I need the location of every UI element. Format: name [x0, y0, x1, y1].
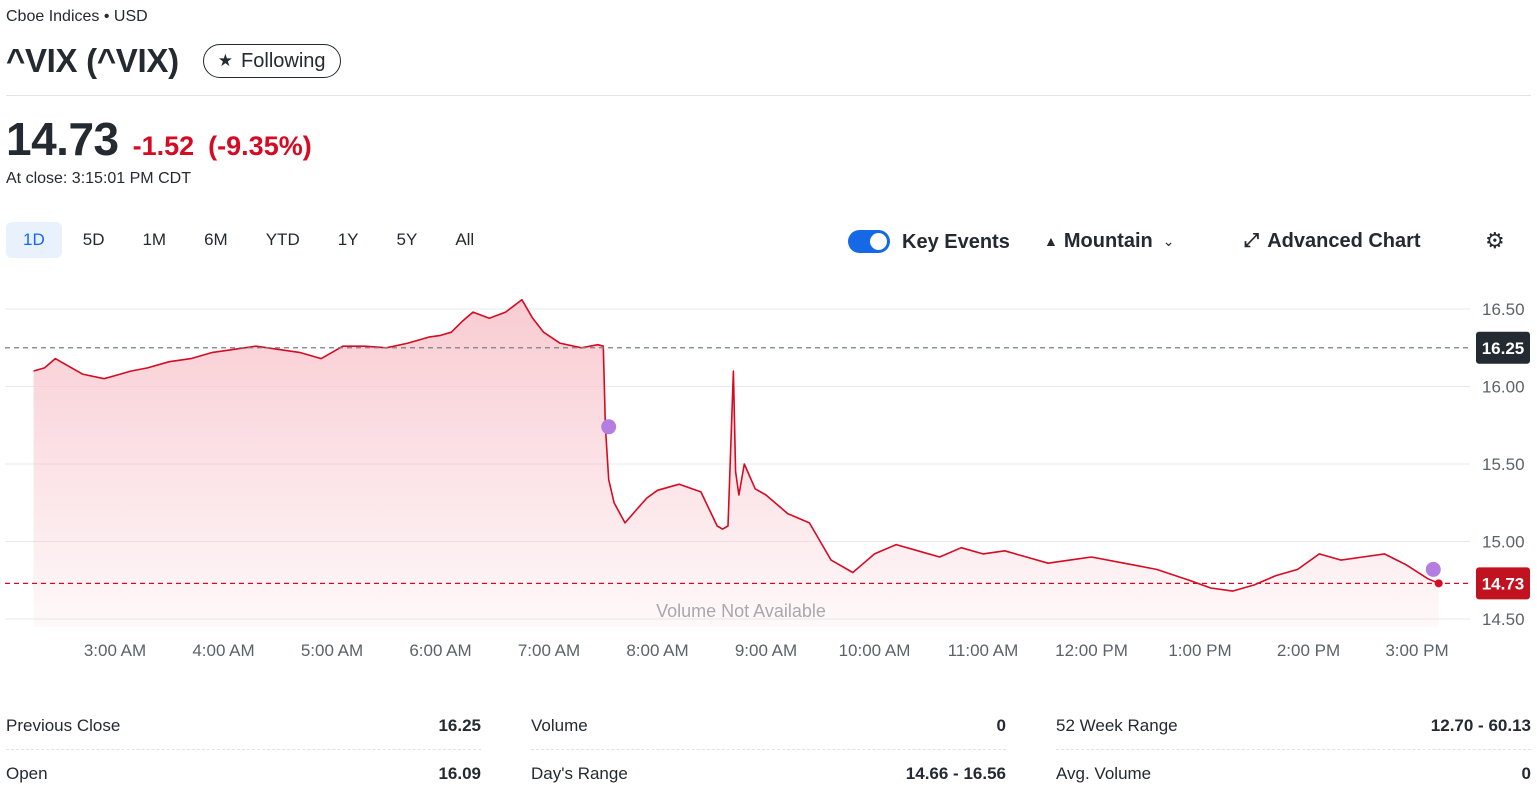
stat-label: Day's Range — [531, 764, 628, 783]
header-divider — [6, 95, 1531, 96]
gear-icon[interactable]: ⚙ — [1485, 228, 1505, 253]
x-tick-label: 2:00 PM — [1277, 641, 1340, 660]
previous-close-badge-label: 16.25 — [1482, 339, 1525, 358]
range-1y[interactable]: 1Y — [337, 230, 359, 249]
range-1d[interactable]: 1D — [6, 222, 62, 258]
stat-label: Avg. Volume — [1056, 764, 1152, 783]
x-tick-label: 10:00 AM — [839, 641, 911, 660]
range-all[interactable]: All — [455, 230, 475, 249]
range-6m[interactable]: 6M — [204, 230, 228, 249]
star-icon: ★ — [217, 51, 234, 70]
following-label: Following — [241, 49, 326, 72]
title-row: ^VIX (^VIX) ★ Following — [6, 42, 341, 80]
quote-row: 14.73 -1.52 (-9.35%) — [6, 112, 312, 166]
stat-52-week-range: 52 Week Range 12.70 - 60.13 — [1056, 702, 1531, 750]
stat-label: Open — [6, 764, 48, 783]
key-events-toggle[interactable] — [848, 230, 890, 253]
stat-volume: Volume 0 — [531, 702, 1006, 750]
expand-arrows-icon: ⤢ — [1244, 230, 1260, 251]
x-tick-label: 6:00 AM — [409, 641, 471, 660]
x-tick-label: 8:00 AM — [626, 641, 688, 660]
y-tick-label: 15.50 — [1482, 455, 1525, 474]
stat-label: 52 Week Range — [1056, 715, 1178, 735]
key-events-label: Key Events — [902, 231, 1010, 253]
x-tick-label: 4:00 AM — [192, 641, 254, 660]
price-area-fill — [33, 299, 1439, 627]
x-tick-label: 7:00 AM — [518, 641, 580, 660]
toggle-knob — [870, 233, 887, 250]
price-change-percent: (-9.35%) — [208, 131, 312, 161]
chevron-down-icon: ⌄ — [1162, 232, 1175, 249]
range-ytd[interactable]: YTD — [265, 230, 300, 249]
chart-type-label: Mountain — [1063, 229, 1153, 252]
x-tick-label: 5:00 AM — [301, 641, 363, 660]
advanced-chart-label: Advanced Chart — [1267, 229, 1421, 252]
stat-value: 12.70 - 60.13 — [1430, 715, 1531, 735]
stat-value: 14.66 - 16.56 — [905, 764, 1006, 783]
stat-label: Volume — [531, 715, 588, 735]
x-tick-label: 11:00 AM — [948, 641, 1019, 660]
mountain-icon: ▲ — [1044, 233, 1058, 249]
x-tick-label: 1:00 PM — [1168, 641, 1231, 660]
price-change: -1.52 — [132, 131, 195, 161]
stat-label: Previous Close — [6, 715, 121, 735]
price-line — [33, 298, 1440, 592]
range-5d[interactable]: 5D — [82, 230, 105, 249]
stats-row: Previous Close 16.25 Volume 0 52 Week Range 1… — [6, 702, 1531, 750]
exchange-label: Cboe Indices • USD — [6, 8, 148, 25]
chart-type-dropdown[interactable]: ▲ Mountain ⌄ — [1044, 228, 1174, 254]
page-title: ^VIX (^VIX) — [6, 42, 179, 79]
close-time: At close: 3:15:01 PM CDT — [6, 170, 191, 187]
range-5y[interactable]: 5Y — [396, 230, 418, 249]
x-tick-label: 12:00 PM — [1055, 641, 1128, 660]
key-event-marker[interactable] — [1425, 561, 1441, 577]
stat-value: 16.09 — [438, 764, 481, 783]
x-tick-label: 3:00 PM — [1385, 641, 1448, 660]
price-chart[interactable]: 16.50 16.00 15.50 15.00 14.50 3:00 AM 4:00 AM 5… — [0, 272, 1537, 672]
y-tick-label: 16.00 — [1482, 378, 1525, 397]
last-price-badge — [1476, 567, 1530, 600]
following-button[interactable]: ★ Following — [202, 44, 341, 78]
range-selector: 1D 5D 1M 6M YTD 1Y 5Y All — [6, 222, 495, 258]
stat-open: Open 16.09 — [6, 750, 481, 788]
y-tick-label: 14.50 — [1482, 610, 1525, 629]
stat-avg-volume: Avg. Volume 0 — [1056, 750, 1531, 788]
last-price-badge-label: 14.73 — [1482, 574, 1525, 593]
stat-value: 0 — [1521, 764, 1531, 783]
last-price-dot — [1434, 579, 1443, 588]
key-event-marker[interactable] — [601, 419, 617, 435]
y-tick-label: 15.00 — [1482, 533, 1525, 552]
quote-stats: Previous Close 16.25 Volume 0 52 Week Range 1… — [6, 702, 1531, 788]
stats-row: Open 16.09 Day's Range 14.66 - 16.56 Avg. Vo… — [6, 750, 1531, 788]
stat-value: 0 — [996, 715, 1006, 735]
stat-day-s-range: Day's Range 14.66 - 16.56 — [531, 750, 1006, 788]
stat-value: 16.25 — [438, 715, 481, 735]
stat-previous-close: Previous Close 16.25 — [6, 702, 481, 750]
advanced-chart-button[interactable]: ⤢ Advanced Chart — [1244, 228, 1421, 254]
previous-close-badge — [1476, 331, 1530, 364]
range-1m[interactable]: 1M — [142, 230, 167, 249]
current-price: 14.73 — [6, 113, 119, 165]
x-tick-label: 9:00 AM — [735, 641, 797, 660]
y-tick-label: 16.50 — [1482, 300, 1525, 319]
x-tick-label: 3:00 AM — [84, 641, 146, 660]
